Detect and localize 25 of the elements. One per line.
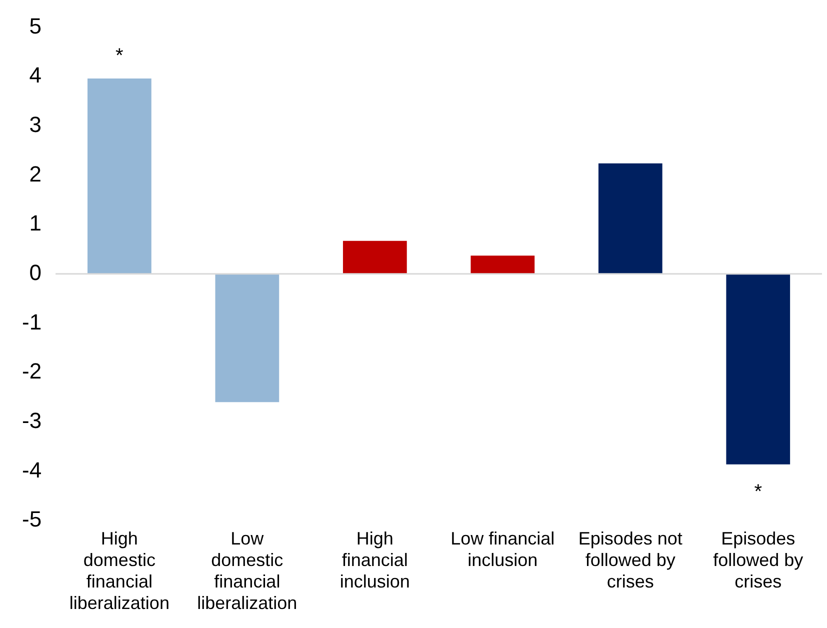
y-tick-label: -4 bbox=[22, 457, 42, 482]
y-tick-label: 1 bbox=[29, 210, 42, 236]
bar bbox=[87, 78, 152, 274]
bar bbox=[342, 240, 407, 274]
y-tick-label: 5 bbox=[29, 13, 42, 38]
y-tick-label: 2 bbox=[29, 161, 42, 186]
x-tick-label: Low financial inclusion bbox=[450, 528, 555, 570]
bar bbox=[598, 163, 662, 274]
x-tick-label: High domestic financial liberalization bbox=[69, 528, 170, 614]
bar bbox=[215, 274, 280, 402]
x-tick-label: Low domestic financial liberalization bbox=[197, 528, 298, 614]
y-tick-label: 0 bbox=[29, 260, 42, 285]
y-tick-label: -3 bbox=[22, 408, 42, 433]
bar bbox=[726, 274, 790, 464]
x-tick-label: High financial inclusion bbox=[340, 528, 410, 592]
y-tick-label: -1 bbox=[22, 309, 42, 334]
annotation: * bbox=[116, 45, 124, 68]
y-tick-label: -2 bbox=[22, 358, 42, 384]
y-tick-label: 3 bbox=[29, 112, 42, 137]
y-tick-label: -5 bbox=[22, 506, 42, 532]
annotation: * bbox=[754, 480, 762, 503]
x-tick-label: Episodes followed by crises bbox=[713, 528, 804, 592]
bar bbox=[470, 256, 535, 274]
x-tick-label: Episodes not followed by crises bbox=[578, 528, 682, 592]
y-tick-label: 4 bbox=[29, 62, 42, 88]
